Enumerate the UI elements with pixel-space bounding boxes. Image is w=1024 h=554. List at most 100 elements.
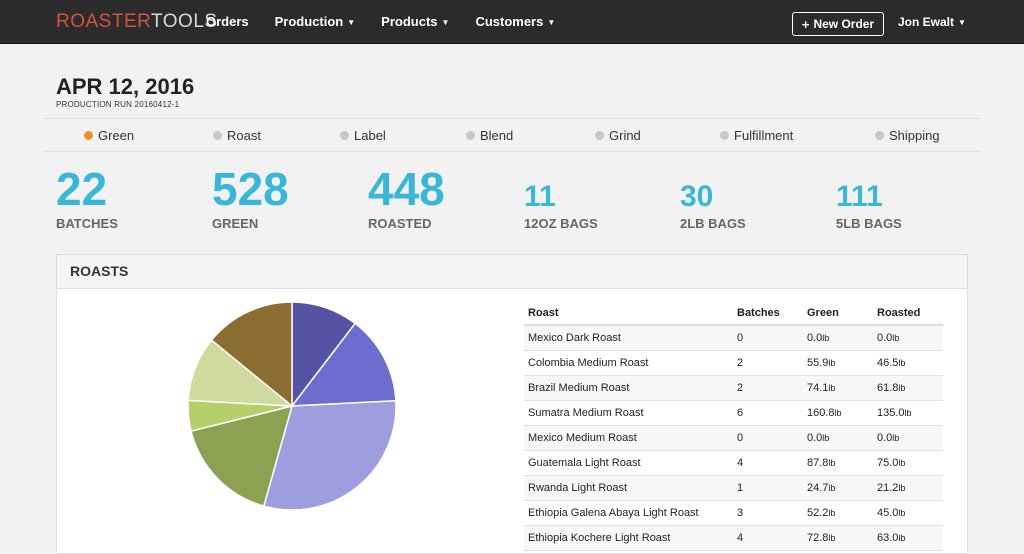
roast-name: Rwanda Light Roast: [524, 475, 733, 501]
unit: lb: [898, 533, 906, 543]
pie-slice[interactable]: [290, 322, 397, 407]
nav-orders-label: Orders: [206, 14, 249, 29]
green-weight: 160.8: [807, 407, 835, 419]
stat-label: BATCHES: [56, 216, 118, 231]
step-label: Fulfillment: [734, 128, 794, 143]
roast-batches: 4: [733, 450, 803, 476]
table-row[interactable]: Brazil Medium Roast 2 74.1lb 61.8lb: [524, 375, 943, 401]
roast-roasted: 135.0lb: [873, 400, 943, 426]
roasted-weight: 21.2: [877, 482, 899, 494]
step-label-text: Label: [354, 128, 386, 143]
pie-slice[interactable]: [210, 301, 293, 408]
step-status-dot-icon: [340, 131, 349, 140]
table-row[interactable]: Sumatra Medium Roast 6 160.8 lb 135.0lb: [524, 400, 943, 426]
step-green[interactable]: Green: [84, 128, 134, 143]
table-row[interactable]: Ethiopia Kochere Light Roast 4 72.8lb 63.0l…: [524, 525, 943, 551]
unit: lb: [892, 333, 900, 343]
unit: lb: [828, 358, 836, 368]
roast-green: 87.8lb: [803, 450, 873, 476]
roast-green: 24.7lb: [803, 475, 873, 501]
user-menu[interactable]: Jon Ewalt ▼: [898, 0, 966, 45]
roast-name: Sumatra Medium Roast: [524, 400, 733, 426]
step-label: Grind: [609, 128, 641, 143]
caret-down-icon: ▼: [441, 17, 450, 27]
step-label[interactable]: Label: [340, 128, 386, 143]
roasted-weight: 45.0: [877, 507, 899, 519]
nav-production[interactable]: Production ▼: [275, 0, 356, 44]
roast-name: Guatemala Light Roast: [524, 450, 733, 476]
unit: lb: [898, 358, 906, 368]
step-label: Green: [98, 128, 135, 143]
stat-label: GREEN: [212, 216, 259, 231]
roasts-pie-chart: [187, 301, 397, 511]
roast-roasted: 75.0lb: [873, 450, 943, 476]
roast-batches: 2: [733, 350, 803, 376]
roast-batches: 3: [733, 500, 803, 526]
roast-name: Colombia Medium Roast: [524, 350, 733, 376]
step-label: Shipping: [889, 128, 940, 143]
pie-slice[interactable]: [190, 404, 294, 508]
roasted-weight: 0.0: [877, 432, 893, 444]
roast-name: Brazil Medium Roast: [524, 375, 733, 401]
step-shipping[interactable]: Shipping: [875, 128, 940, 143]
stat-value: 22: [56, 163, 108, 215]
roast-green: 72.8lb: [803, 525, 873, 551]
step-fulfillment[interactable]: Fulfillment: [720, 128, 793, 143]
green-weight: 72.8: [807, 532, 829, 544]
green-weight: 0.0: [807, 332, 823, 344]
roast-green: 0.0lb: [803, 425, 873, 451]
column-header-roast[interactable]: Roast: [524, 301, 733, 326]
roast-batches: 4: [733, 525, 803, 551]
nav-orders[interactable]: Orders: [206, 0, 249, 44]
green-weight: 52.2: [807, 507, 829, 519]
step-label: Roast: [227, 128, 261, 143]
roast-green: 52.2lb: [803, 500, 873, 526]
table-row[interactable]: Guatemala Light Roast 4 87.8lb 75.0lb: [524, 450, 943, 476]
table-row[interactable]: Mexico Dark Roast 0 0.0lb 0.0lb: [524, 325, 943, 351]
unit: lb: [898, 483, 906, 493]
roast-batches: 0: [733, 325, 803, 351]
roast-name: Ethiopia Kochere Light Roast: [524, 525, 733, 551]
table-row[interactable]: Ethiopia Galena Abaya Light Roast 3 52.2lb…: [524, 500, 943, 526]
green-weight: 55.9: [807, 357, 829, 369]
plus-icon: +: [801, 16, 810, 32]
step-blend[interactable]: Blend: [466, 128, 513, 143]
green-weight: 74.1: [807, 382, 829, 394]
pie-slice[interactable]: [262, 399, 397, 511]
roast-batches: 0: [733, 425, 803, 451]
roast-batches: 6: [733, 400, 803, 426]
unit: lb: [898, 508, 906, 518]
unit: lb: [904, 408, 912, 418]
navbar: ROASTERTOOLS Orders Production ▼ Products…: [0, 0, 1024, 44]
stat-value: 448: [368, 163, 445, 215]
column-header-batches[interactable]: Batches: [733, 301, 803, 326]
stat-batches: 22 BATCHES: [56, 163, 118, 231]
page-title: APR 12, 2016: [56, 74, 195, 99]
step-grind[interactable]: Grind: [595, 128, 641, 143]
green-weight: 0.0: [807, 432, 823, 444]
production-run-id: PRODUCTION RUN 20160412-1: [56, 100, 180, 109]
roast-roasted: 46.5lb: [873, 350, 943, 376]
caret-down-icon: ▼: [958, 17, 966, 27]
roast-green: 74.1lb: [803, 375, 873, 401]
table-header-row: Roast Batches Green Roasted: [524, 301, 943, 326]
brand-logo[interactable]: ROASTERTOOLS: [56, 11, 218, 33]
step-roast[interactable]: Roast: [213, 128, 261, 143]
column-header-roasted[interactable]: Roasted: [873, 301, 943, 326]
table-row[interactable]: Mexico Medium Roast 0 0.0lb 0.0lb: [524, 425, 943, 451]
stat-value: 528: [212, 163, 289, 215]
step-status-dot-icon: [213, 131, 222, 140]
table-row[interactable]: Rwanda Light Roast 1 24.7lb 21.2lb: [524, 475, 943, 501]
stat-value: 11: [524, 180, 556, 213]
nav-customers[interactable]: Customers ▼: [475, 0, 555, 44]
unit: lb: [898, 383, 906, 393]
stat-label: 5LB BAGS: [836, 216, 902, 231]
unit: lb: [822, 433, 830, 443]
user-name: Jon Ewalt: [898, 15, 955, 29]
table-row[interactable]: Colombia Medium Roast 2 55.9lb 46.5lb: [524, 350, 943, 376]
new-order-button[interactable]: + New Order: [792, 12, 884, 36]
nav-products[interactable]: Products ▼: [381, 0, 449, 44]
step-status-dot-icon: [595, 131, 604, 140]
roast-roasted: 21.2lb: [873, 475, 943, 501]
column-header-green[interactable]: Green: [803, 301, 873, 326]
